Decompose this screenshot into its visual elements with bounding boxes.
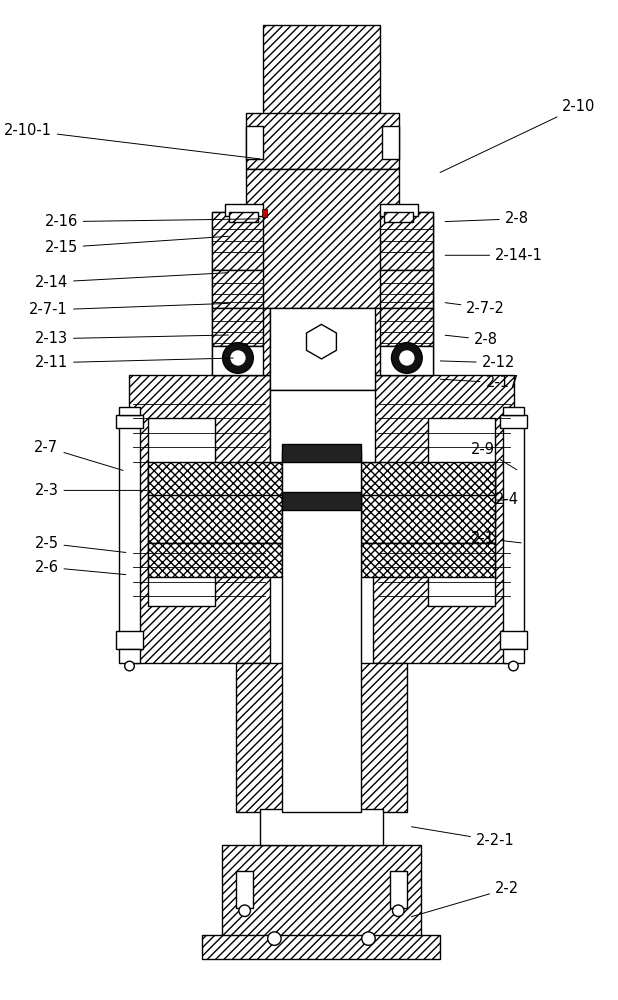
Bar xyxy=(236,871,253,908)
Bar xyxy=(380,270,433,308)
Bar xyxy=(148,462,282,495)
Bar xyxy=(148,471,282,543)
Bar xyxy=(245,126,263,159)
Bar xyxy=(212,346,263,375)
Text: 2-8: 2-8 xyxy=(445,211,529,226)
Bar xyxy=(428,418,495,606)
Circle shape xyxy=(399,350,415,366)
Text: 2-15: 2-15 xyxy=(44,236,229,255)
Bar xyxy=(224,204,263,216)
Text: 2-6: 2-6 xyxy=(35,560,126,575)
Text: 2-7-1: 2-7-1 xyxy=(29,302,229,317)
Bar xyxy=(212,270,263,308)
Text: 2-9: 2-9 xyxy=(471,442,517,470)
Bar xyxy=(148,543,282,577)
Text: 2-2: 2-2 xyxy=(412,881,519,917)
Bar xyxy=(212,308,263,346)
Polygon shape xyxy=(269,390,375,462)
Bar xyxy=(384,212,413,222)
Bar xyxy=(229,212,258,222)
Bar xyxy=(260,809,383,845)
Circle shape xyxy=(392,905,404,917)
Bar xyxy=(361,471,495,543)
Text: 2-13: 2-13 xyxy=(35,331,229,346)
Text: 2-5: 2-5 xyxy=(35,536,126,552)
Polygon shape xyxy=(269,308,375,390)
Circle shape xyxy=(392,343,422,373)
Bar xyxy=(380,212,433,270)
Bar xyxy=(382,126,399,159)
Bar xyxy=(380,204,418,216)
Text: 2-10-1: 2-10-1 xyxy=(4,123,260,159)
Text: 2-1: 2-1 xyxy=(471,531,521,546)
Bar xyxy=(263,25,380,116)
Text: 2-14-1: 2-14-1 xyxy=(445,248,543,263)
Bar xyxy=(282,444,361,462)
Polygon shape xyxy=(307,324,336,359)
Bar xyxy=(203,935,441,959)
Text: 2-10: 2-10 xyxy=(440,99,596,173)
Text: 2-17: 2-17 xyxy=(441,375,519,390)
Circle shape xyxy=(125,661,134,671)
Bar xyxy=(373,375,514,663)
Circle shape xyxy=(362,932,375,945)
Bar xyxy=(119,407,140,415)
Bar xyxy=(129,375,269,663)
Bar xyxy=(282,492,361,510)
Bar xyxy=(116,631,143,649)
Text: 2-7-2: 2-7-2 xyxy=(445,301,506,316)
Text: 2-2-1: 2-2-1 xyxy=(412,827,515,848)
Bar xyxy=(389,871,407,908)
Bar xyxy=(500,631,527,649)
Text: 2-14: 2-14 xyxy=(35,273,229,290)
Circle shape xyxy=(239,905,250,917)
Bar xyxy=(245,169,399,308)
Text: 2-3: 2-3 xyxy=(35,483,147,498)
Text: 2-7: 2-7 xyxy=(35,440,123,470)
Text: 2-12: 2-12 xyxy=(441,355,515,370)
Circle shape xyxy=(231,350,245,366)
Circle shape xyxy=(268,932,281,945)
Circle shape xyxy=(222,343,253,373)
Text: 2-8: 2-8 xyxy=(445,332,498,347)
Bar xyxy=(361,543,495,577)
Text: 2-16: 2-16 xyxy=(44,214,260,229)
Bar xyxy=(361,462,495,495)
Bar xyxy=(262,209,267,217)
Polygon shape xyxy=(373,212,433,375)
Circle shape xyxy=(509,661,518,671)
Bar xyxy=(236,663,407,812)
Bar xyxy=(503,423,524,634)
Bar xyxy=(503,649,524,663)
Bar xyxy=(119,423,140,634)
Bar xyxy=(503,407,524,415)
Bar xyxy=(148,418,215,606)
Bar xyxy=(212,212,263,270)
Bar xyxy=(119,649,140,663)
Bar xyxy=(380,308,433,346)
Bar xyxy=(245,113,399,169)
Bar xyxy=(500,415,527,428)
Polygon shape xyxy=(212,212,269,375)
Bar xyxy=(282,452,361,812)
Text: 2-11: 2-11 xyxy=(35,355,233,370)
Bar xyxy=(116,415,143,428)
Bar xyxy=(380,346,433,375)
Text: 2-4: 2-4 xyxy=(495,492,519,508)
Bar xyxy=(222,845,421,941)
